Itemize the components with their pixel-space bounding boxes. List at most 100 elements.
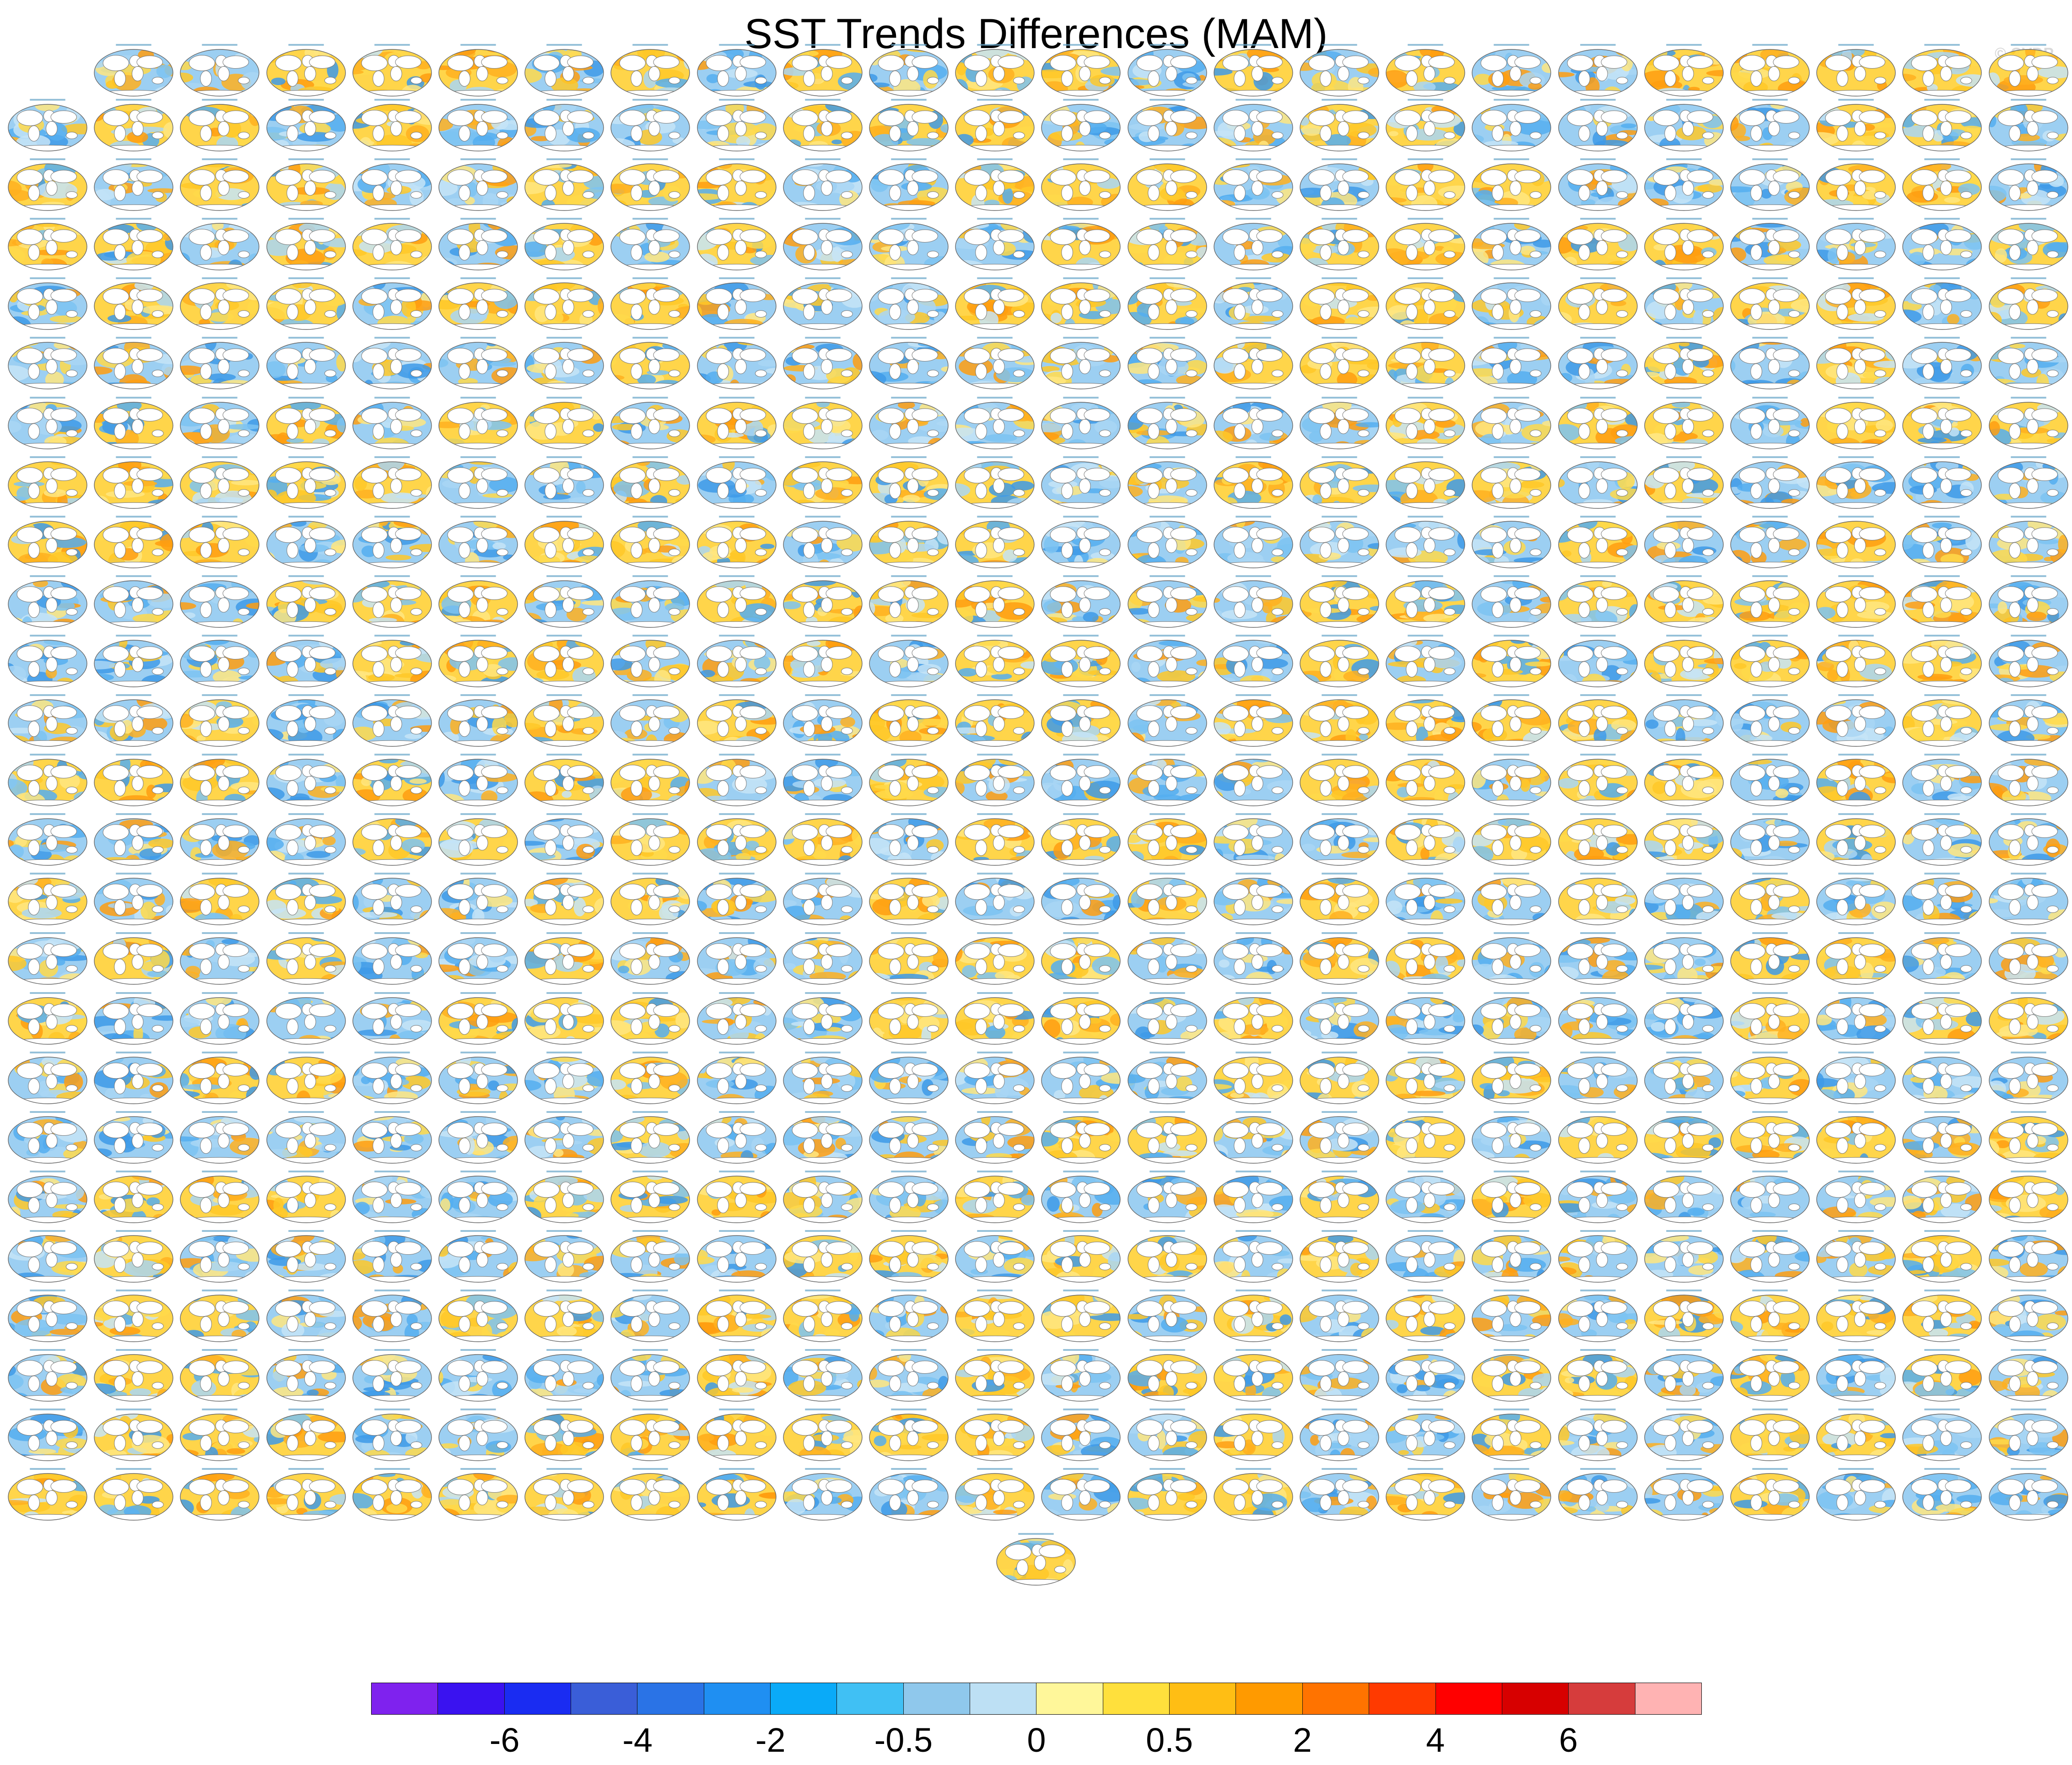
map-panel	[1730, 337, 1810, 390]
map-panel	[1816, 99, 1896, 151]
map-panel	[1644, 1170, 1724, 1223]
map-panel	[266, 396, 346, 449]
map-panel	[352, 1230, 432, 1283]
map-panel	[1816, 754, 1896, 806]
map-panel	[1300, 873, 1379, 925]
map-panel	[438, 277, 518, 330]
map-panel	[438, 1230, 518, 1283]
map-panel	[8, 694, 87, 747]
map-panel	[1988, 1290, 2068, 1342]
map-panel	[955, 218, 1035, 270]
map-panel	[1472, 634, 1552, 687]
map-panel	[1300, 99, 1379, 151]
map-panel	[352, 932, 432, 985]
map-panel	[610, 694, 691, 747]
map-panel	[180, 992, 260, 1045]
map-panel	[8, 634, 87, 687]
colorbar-segment	[1302, 1683, 1370, 1714]
map-panel	[524, 337, 604, 390]
map-panel	[1816, 277, 1896, 330]
map-panel	[783, 932, 863, 985]
map-panel	[1730, 813, 1810, 866]
map-panel	[1472, 694, 1552, 747]
map-panel	[869, 1409, 949, 1461]
map-panel	[1558, 218, 1638, 270]
map-panel	[1386, 694, 1465, 747]
map-panel	[438, 992, 518, 1045]
map-panel	[1214, 1111, 1293, 1164]
map-panel	[1558, 158, 1638, 211]
map-panel	[180, 813, 260, 866]
map-panel	[1902, 873, 1982, 925]
map-panel	[8, 218, 87, 270]
map-panel	[1558, 634, 1638, 687]
map-panel	[955, 456, 1035, 509]
colorbar-segment	[571, 1683, 638, 1714]
map-panel	[1644, 932, 1724, 985]
map-panel	[524, 992, 604, 1045]
map-panel	[1644, 1290, 1724, 1342]
map-panel	[696, 1170, 777, 1223]
map-panel	[524, 754, 604, 806]
map-panel	[266, 575, 346, 628]
map-panel	[1041, 1051, 1121, 1104]
map-panel	[94, 1290, 173, 1342]
map-panel	[266, 1290, 346, 1342]
map-panel	[1041, 1349, 1121, 1402]
map-panel	[352, 634, 432, 687]
map-panel	[696, 396, 777, 449]
map-panel	[1472, 1409, 1552, 1461]
map-panel	[1472, 1051, 1552, 1104]
map-panel	[1386, 396, 1465, 449]
map-panel	[696, 43, 777, 97]
map-panel	[610, 1409, 691, 1461]
map-panel	[955, 1170, 1035, 1223]
map-panel	[610, 99, 691, 151]
map-panel	[610, 873, 691, 925]
map-panel	[1902, 694, 1982, 747]
map-panel	[266, 694, 346, 747]
map-panel	[610, 1290, 691, 1342]
colorbar-segment	[1502, 1683, 1569, 1714]
map-panel	[8, 99, 87, 151]
map-panel	[1988, 396, 2068, 449]
map-panel	[1041, 218, 1121, 270]
map-panel	[438, 158, 518, 211]
map-panel	[1300, 634, 1379, 687]
map-panel	[524, 99, 604, 151]
map-panel	[1644, 43, 1724, 97]
map-panel	[1988, 575, 2068, 628]
map-panel	[266, 1349, 346, 1402]
map-panel	[1988, 754, 2068, 806]
map-panel	[1127, 1170, 1207, 1223]
map-panel	[869, 873, 949, 925]
map-panel	[8, 1051, 87, 1104]
map-panel	[1041, 873, 1121, 925]
map-panel	[1558, 1290, 1638, 1342]
map-panel	[1041, 158, 1121, 211]
map-panel	[869, 1051, 949, 1104]
map-panel	[1214, 43, 1293, 97]
map-panel	[955, 754, 1035, 806]
map-panel	[1816, 1230, 1896, 1283]
map-panel	[8, 932, 87, 985]
map-panel	[996, 1533, 1076, 1586]
map-panel	[1214, 992, 1293, 1045]
map-panel	[696, 1349, 777, 1402]
map-panel	[1041, 1468, 1121, 1521]
map-panel	[696, 1230, 777, 1283]
map-panel	[180, 1349, 260, 1402]
map-panel	[1300, 575, 1379, 628]
map-panel	[1386, 1051, 1465, 1104]
map-panel	[1558, 1051, 1638, 1104]
colorbar-tick-label: -4	[622, 1721, 653, 1759]
map-panel	[869, 1230, 949, 1283]
map-panel	[1902, 277, 1982, 330]
map-panel	[1988, 1468, 2068, 1521]
map-panel	[352, 218, 432, 270]
map-panel	[1041, 1290, 1121, 1342]
map-panel	[1988, 1170, 2068, 1223]
map-panel	[1472, 277, 1552, 330]
map-panel	[955, 337, 1035, 390]
map-panel	[610, 337, 691, 390]
